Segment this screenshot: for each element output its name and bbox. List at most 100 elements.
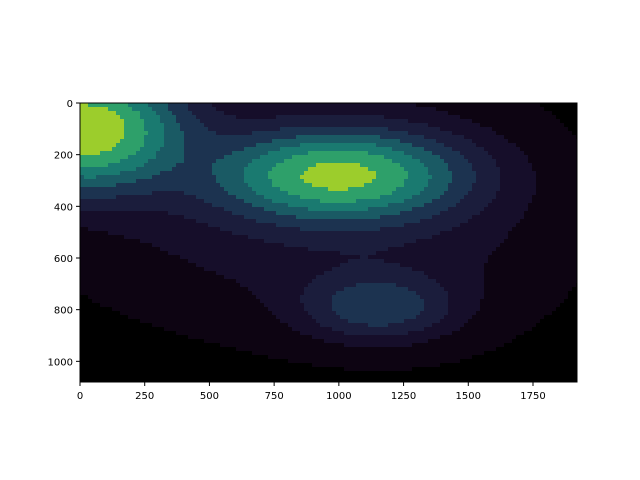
contour-cell [332,327,425,332]
contour-cell [80,115,121,120]
contour-cell [292,155,385,160]
contour-cell [304,303,333,308]
contour-cell [380,135,425,140]
contour-cell [128,103,149,108]
contour-cell [80,119,125,124]
contour-cell [80,199,205,204]
x-tick-label: 0 [77,391,83,402]
contour-cell [216,107,437,112]
contour-cell [368,167,405,172]
contour-cell [244,147,281,152]
contour-cell [152,243,285,248]
contour-cell [404,319,441,324]
contour-cell [168,251,341,256]
contour-cell [80,315,129,320]
contour-cell [496,195,533,200]
contour-cell [252,351,485,356]
contour-cell [88,103,129,108]
contour-cell [392,147,425,152]
contour-cell [488,255,577,260]
contour-cell [80,303,101,308]
contour-cell [424,163,449,168]
contour-cell [144,143,165,148]
contour-cell [144,119,161,124]
x-tick-label: 750 [265,391,284,402]
contour-cell [532,167,577,172]
contour-cell [332,303,425,308]
contour-cell [164,127,181,132]
contour-cell [80,379,577,382]
contour-cell [180,255,361,260]
contour-cell [432,323,465,328]
contour-cell [80,231,109,236]
contour-cell [280,147,393,152]
contour-cell [464,195,497,200]
contour-cell [500,167,533,172]
contour-cell [256,143,301,148]
contour-cell [268,171,305,176]
contour-cell [272,167,309,172]
contour-cell [448,299,481,304]
contour-cell [344,331,409,336]
contour-cell [252,159,285,164]
contour-cell [344,367,413,372]
contour-cell [132,107,153,112]
contour-cell [288,203,389,208]
contour-cell [80,259,189,264]
contour-cell [120,159,149,164]
contour-cell [372,179,405,184]
contour-cell [404,179,429,184]
contour-cell [364,183,405,188]
contour-cell [148,159,185,164]
contour-cell [196,195,237,200]
contour-cell [80,207,225,212]
contour-cell [308,167,369,172]
contour-cell [380,215,433,220]
contour-cell [432,175,453,180]
contour-cell [532,195,577,200]
contour-cell [528,159,577,164]
contour-cell [448,187,473,192]
contour-cell [480,123,565,128]
contour-cell [320,323,369,328]
contour-cell [476,175,501,180]
contour-cell [496,247,577,252]
contour-cell [80,195,117,200]
contour-cell [452,147,485,152]
contour-cell [236,347,497,352]
contour-cell [292,327,333,332]
contour-cell [484,279,577,284]
contour-cell [80,363,313,368]
contour-cell [80,343,221,348]
contour-cell [80,127,125,132]
contour-cell [460,223,517,228]
contour-cell [448,111,553,116]
contour-cell [216,131,253,136]
contour-cell [80,147,113,152]
contour-cell [340,251,377,256]
contour-cell [496,347,577,352]
contour-cell [116,143,145,148]
contour-cell [412,207,449,212]
contour-cell [260,299,301,304]
contour-cell [332,295,421,300]
contour-cell [440,363,577,368]
contour-cell [168,103,189,108]
contour-cell [500,171,537,176]
contour-cell [360,163,401,168]
contour-cell [408,119,473,124]
contour-cell [464,155,493,160]
contour-cell [420,191,445,196]
contour-cell [532,199,577,204]
contour-cell [124,123,145,128]
contour-cell [204,199,245,204]
contour-cell [220,343,345,348]
contour-cell [184,191,229,196]
contour-cell [272,139,401,144]
contour-cell [264,303,305,308]
contour-cell [516,223,577,228]
contour-cell [384,259,489,264]
contour-cell [184,215,245,220]
contour-cell [120,311,273,316]
contour-cell [376,175,409,180]
